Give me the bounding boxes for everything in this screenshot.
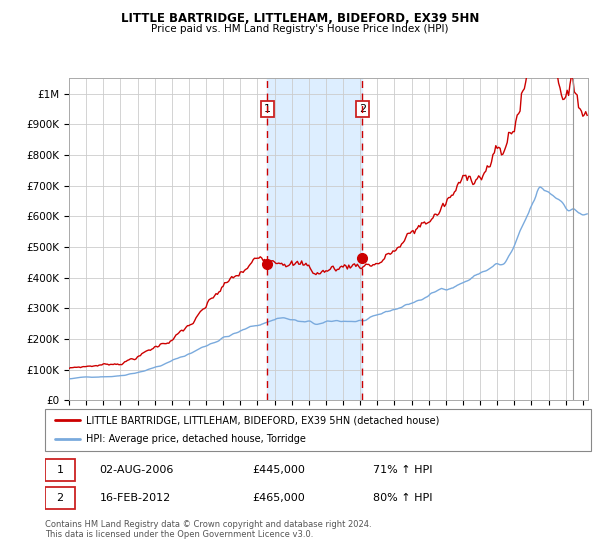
Text: £445,000: £445,000 bbox=[253, 465, 305, 475]
Text: 71% ↑ HPI: 71% ↑ HPI bbox=[373, 465, 432, 475]
Text: 1: 1 bbox=[264, 104, 271, 114]
Text: 80% ↑ HPI: 80% ↑ HPI bbox=[373, 493, 432, 503]
Text: LITTLE BARTRIDGE, LITTLEHAM, BIDEFORD, EX39 5HN (detached house): LITTLE BARTRIDGE, LITTLEHAM, BIDEFORD, E… bbox=[86, 415, 439, 425]
Text: 2: 2 bbox=[56, 493, 64, 503]
Text: 02-AUG-2006: 02-AUG-2006 bbox=[100, 465, 174, 475]
Text: Price paid vs. HM Land Registry's House Price Index (HPI): Price paid vs. HM Land Registry's House … bbox=[151, 24, 449, 34]
Text: 1: 1 bbox=[56, 465, 64, 475]
Bar bbox=[45, 487, 75, 509]
Text: 16-FEB-2012: 16-FEB-2012 bbox=[100, 493, 171, 503]
Text: 2: 2 bbox=[359, 104, 366, 114]
Text: Contains HM Land Registry data © Crown copyright and database right 2024.
This d: Contains HM Land Registry data © Crown c… bbox=[45, 520, 371, 539]
Bar bbox=[573, 78, 588, 400]
Text: LITTLE BARTRIDGE, LITTLEHAM, BIDEFORD, EX39 5HN: LITTLE BARTRIDGE, LITTLEHAM, BIDEFORD, E… bbox=[121, 12, 479, 25]
Text: HPI: Average price, detached house, Torridge: HPI: Average price, detached house, Torr… bbox=[86, 435, 306, 445]
Text: £465,000: £465,000 bbox=[253, 493, 305, 503]
Bar bbox=[268, 78, 362, 400]
Bar bbox=[45, 459, 75, 481]
